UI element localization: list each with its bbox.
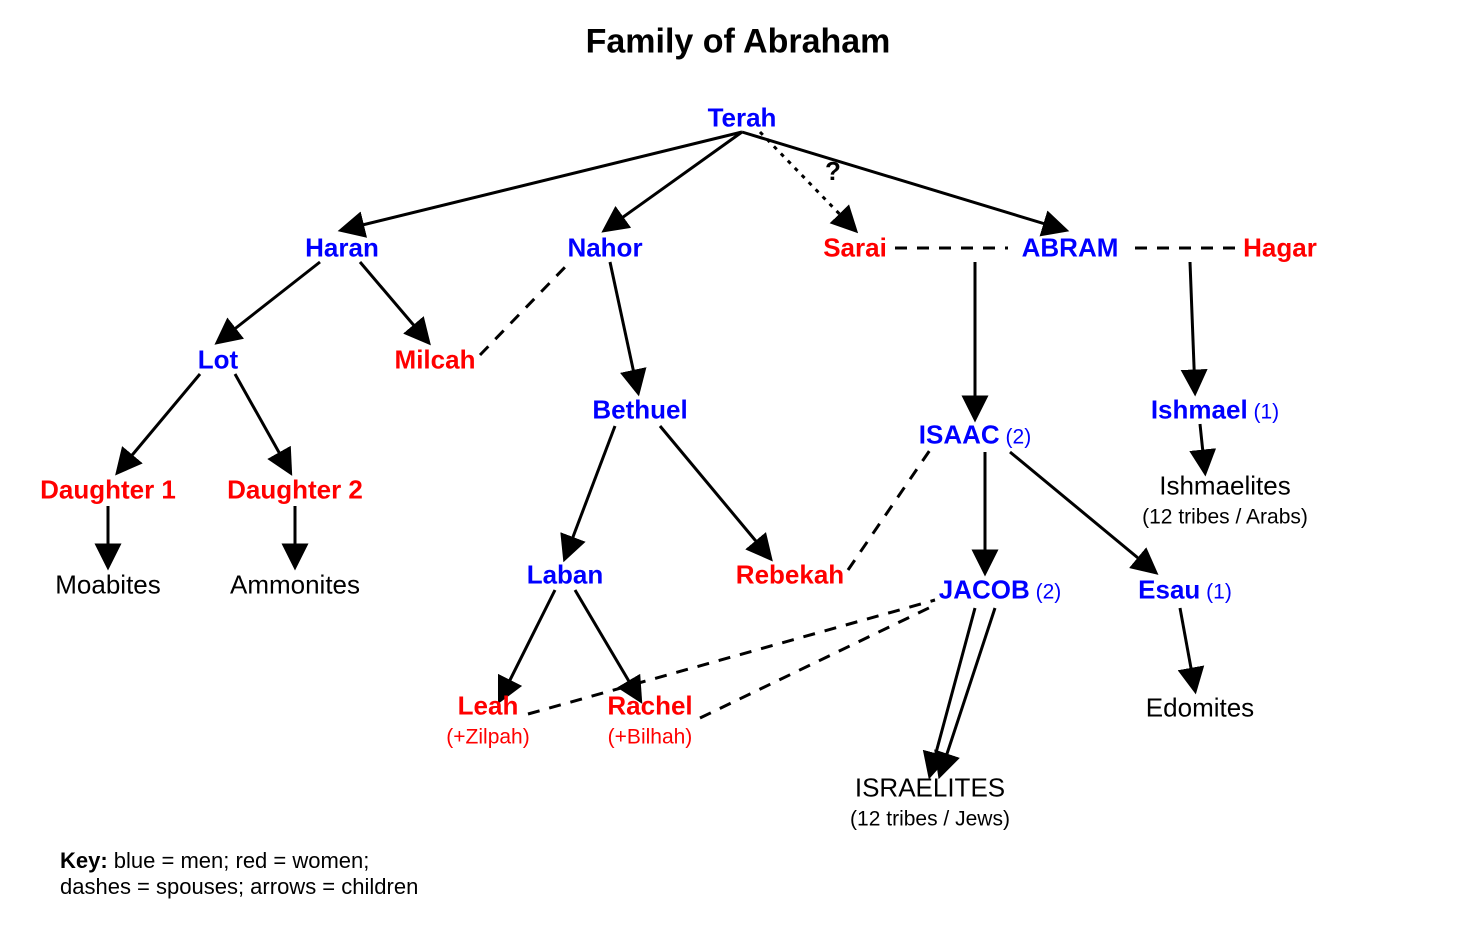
node-bethuel: Bethuel <box>592 396 687 425</box>
edge <box>528 600 935 714</box>
edge <box>1200 424 1205 472</box>
node-sarai: Sarai <box>823 234 887 263</box>
legend-prefix: Key: <box>60 848 108 873</box>
legend-line: Key: blue = men; red = women; <box>60 848 418 874</box>
node-label: ABRAM <box>1022 233 1119 263</box>
node-rachel: Rachel (+Bilhah) <box>607 691 692 748</box>
node-isaac: ISAAC (2) <box>919 421 1031 450</box>
node-label: Nahor <box>567 233 642 263</box>
edge <box>342 132 742 230</box>
edge <box>940 608 995 775</box>
edge <box>848 450 930 570</box>
edge <box>218 262 320 342</box>
node-label: Sarai <box>823 233 887 263</box>
node-ishmaelites: Ishmaelites (12 tribes / Arabs) <box>1142 471 1308 528</box>
node-label: Milcah <box>395 345 476 375</box>
node-edomites: Edomites <box>1146 694 1254 723</box>
node-dau1: Daughter 1 <box>40 476 176 505</box>
edge <box>500 590 555 700</box>
edges-layer: ? <box>0 0 1477 937</box>
node-label: Daughter 1 <box>40 475 176 505</box>
node-label: Hagar <box>1243 233 1317 263</box>
edge <box>605 132 742 230</box>
node-label: Ishmael <box>1151 395 1248 425</box>
node-label: Leah <box>458 690 519 720</box>
edge <box>1180 608 1195 690</box>
node-ishmael: Ishmael (1) <box>1151 396 1279 425</box>
node-subtitle: (12 tribes / Jews) <box>850 807 1010 830</box>
node-dau2: Daughter 2 <box>227 476 363 505</box>
node-leah: Leah (+Zilpah) <box>446 691 529 748</box>
node-suffix: (2) <box>1000 426 1032 449</box>
node-label: Terah <box>708 103 777 133</box>
edge <box>700 605 935 718</box>
node-ammonites: Ammonites <box>230 571 360 600</box>
edge <box>1010 452 1155 572</box>
edge <box>742 132 1065 230</box>
node-label: Bethuel <box>592 395 687 425</box>
node-label: Daughter 2 <box>227 475 363 505</box>
node-label: Laban <box>527 560 604 590</box>
node-label: Haran <box>305 233 379 263</box>
node-esau: Esau (1) <box>1138 576 1232 605</box>
legend: Key: blue = men; red = women;dashes = sp… <box>60 848 418 900</box>
legend-line: dashes = spouses; arrows = children <box>60 874 418 900</box>
node-abram: ABRAM <box>1022 234 1119 263</box>
node-rebekah: Rebekah <box>736 561 844 590</box>
node-label: Edomites <box>1146 693 1254 723</box>
edge-label: ? <box>825 156 841 186</box>
edge <box>660 426 770 558</box>
node-label: ISRAELITES <box>855 772 1005 802</box>
edge <box>118 374 200 472</box>
node-hagar: Hagar <box>1243 234 1317 263</box>
node-label: JACOB <box>939 575 1030 605</box>
edge <box>480 262 570 355</box>
legend-text: blue = men; red = women; <box>108 848 370 873</box>
node-label: Rebekah <box>736 560 844 590</box>
node-suffix: (1) <box>1200 581 1232 604</box>
node-suffix: (2) <box>1030 581 1062 604</box>
node-nahor: Nahor <box>567 234 642 263</box>
edge <box>235 374 290 472</box>
edge <box>610 262 638 392</box>
node-label: Ammonites <box>230 570 360 600</box>
node-haran: Haran <box>305 234 379 263</box>
node-label: Lot <box>198 345 238 375</box>
node-terah: Terah <box>708 104 777 133</box>
edge <box>1190 262 1195 392</box>
node-laban: Laban <box>527 561 604 590</box>
node-milcah: Milcah <box>395 346 476 375</box>
node-label: Esau <box>1138 575 1200 605</box>
node-suffix: (1) <box>1248 401 1280 424</box>
node-lot: Lot <box>198 346 238 375</box>
node-subtitle: (12 tribes / Arabs) <box>1142 505 1308 528</box>
edge <box>360 262 428 342</box>
diagram-title: Family of Abraham <box>586 23 891 62</box>
legend-text: dashes = spouses; arrows = children <box>60 874 418 899</box>
edge <box>930 608 975 775</box>
node-label: Moabites <box>55 570 161 600</box>
edge <box>760 132 855 230</box>
node-jacob: JACOB (2) <box>939 576 1062 605</box>
node-label: Rachel <box>607 690 692 720</box>
node-israelites: ISRAELITES (12 tribes / Jews) <box>850 773 1010 830</box>
node-subtitle: (+Bilhah) <box>608 725 693 748</box>
node-label: Ishmaelites <box>1159 470 1291 500</box>
family-tree-diagram: Family of Abraham ? Terah Haran Nahor Sarai… <box>0 0 1477 937</box>
edge <box>565 426 615 558</box>
node-label: ISAAC <box>919 420 1000 450</box>
edge <box>575 590 640 700</box>
node-moabites: Moabites <box>55 571 161 600</box>
node-subtitle: (+Zilpah) <box>446 725 529 748</box>
